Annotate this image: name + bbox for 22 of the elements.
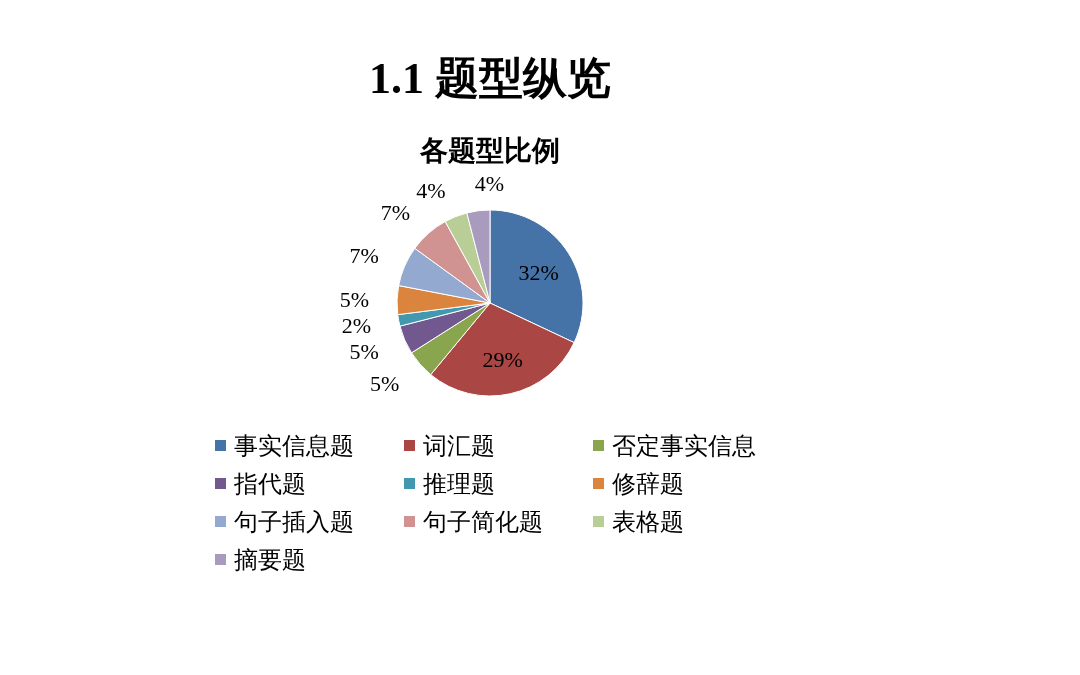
legend-label: 否定事实信息 bbox=[612, 432, 756, 461]
data-label: 2% bbox=[341, 313, 372, 339]
legend-label: 句子简化题 bbox=[423, 508, 543, 537]
legend-label: 事实信息题 bbox=[234, 432, 354, 461]
legend-label: 表格题 bbox=[612, 508, 684, 537]
data-label: 5% bbox=[369, 370, 400, 396]
legend-label: 修辞题 bbox=[612, 470, 684, 499]
data-label: 29% bbox=[482, 346, 523, 372]
legend-label: 句子插入题 bbox=[234, 508, 354, 537]
legend-label: 指代题 bbox=[233, 470, 306, 499]
legend-label: 词汇题 bbox=[423, 432, 495, 461]
chart-title: 1.1 题型纵览 bbox=[369, 54, 611, 103]
legend-label: 推理题 bbox=[423, 470, 495, 499]
data-label: 32% bbox=[518, 259, 559, 285]
data-label: 5% bbox=[339, 286, 370, 312]
data-label: 4% bbox=[416, 178, 446, 204]
chart-subtitle: 各题型比例 bbox=[419, 134, 560, 167]
data-label: 7% bbox=[380, 199, 410, 225]
data-label: 5% bbox=[349, 338, 379, 364]
data-label: 7% bbox=[349, 242, 379, 268]
legend-label: 摘要题 bbox=[234, 546, 306, 575]
data-label: 4% bbox=[474, 170, 505, 196]
